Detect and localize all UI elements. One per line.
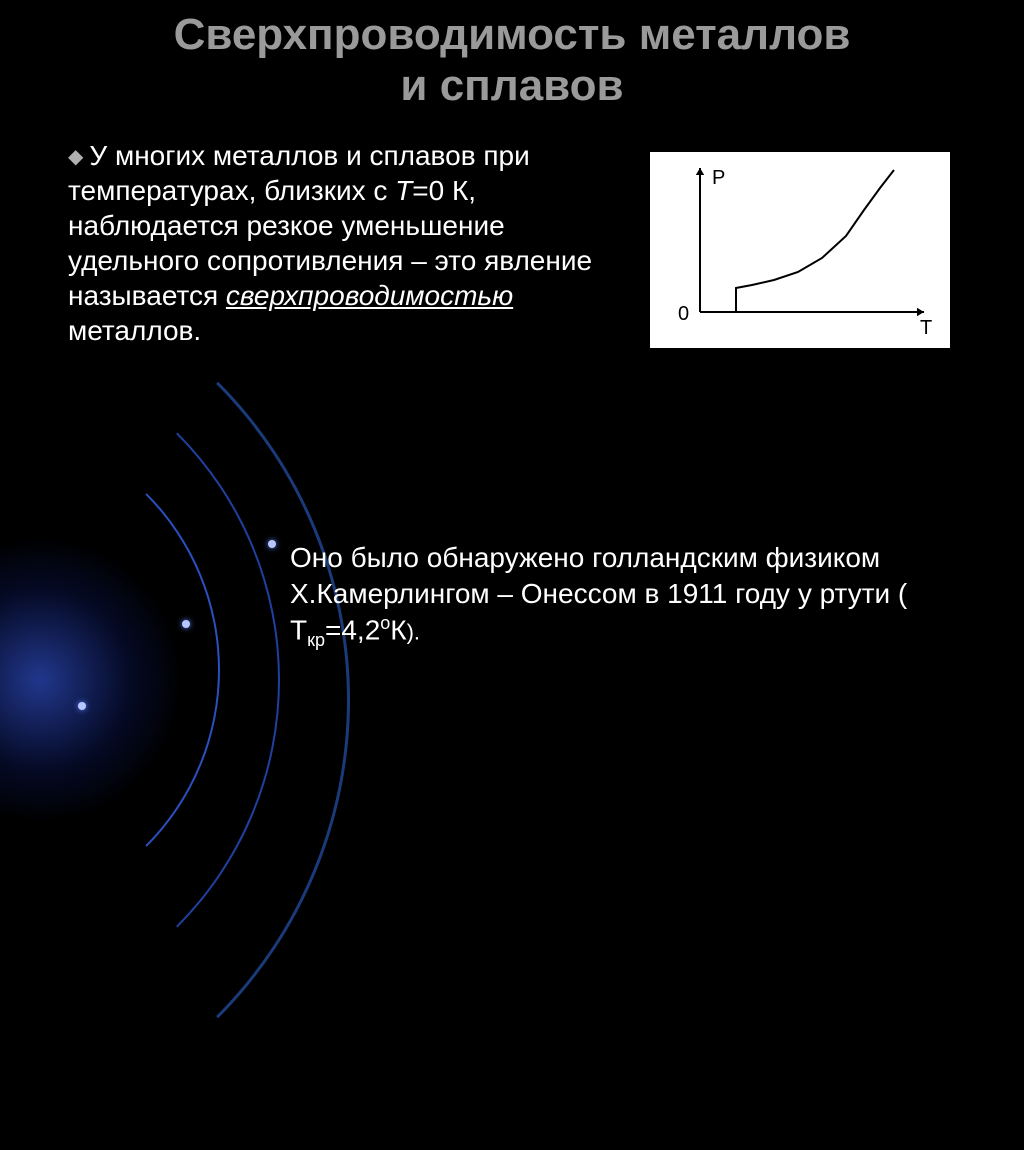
foot-sub: кр	[307, 630, 325, 650]
foot-close: ).	[407, 619, 420, 644]
resistivity-chart: Р Т 0	[650, 152, 950, 348]
orbit-dot	[78, 702, 86, 710]
y-axis-label: Р	[712, 167, 725, 189]
bullet-icon: ◆	[68, 146, 83, 168]
foot-mid: =4,2	[325, 614, 380, 645]
para-keyword: сверхпроводимостью	[226, 280, 513, 311]
origin-label: 0	[678, 303, 689, 325]
resistivity-curve	[700, 170, 894, 312]
footnote-paragraph: Оно было обнаружено голландским физиком …	[290, 540, 970, 652]
x-axis-arrow-icon	[917, 308, 924, 316]
orbit-dot	[182, 620, 190, 628]
foot-unit: К	[390, 614, 406, 645]
main-paragraph: ◆У многих металлов и сплавов при темпера…	[68, 138, 616, 348]
title-line-2: и сплавов	[400, 61, 623, 110]
orbit-dot	[268, 540, 276, 548]
chart-svg: Р Т 0	[650, 152, 950, 348]
title-line-1: Сверхпроводимость металлов	[174, 10, 851, 59]
x-axis-label: Т	[920, 317, 932, 339]
y-axis-arrow-icon	[696, 168, 704, 175]
para-tail: металлов.	[68, 315, 201, 346]
slide-title: Сверхпроводимость металлов и сплавов	[0, 10, 1024, 111]
para-temp-pre: Т	[395, 175, 412, 206]
foot-sup: о	[380, 613, 390, 633]
